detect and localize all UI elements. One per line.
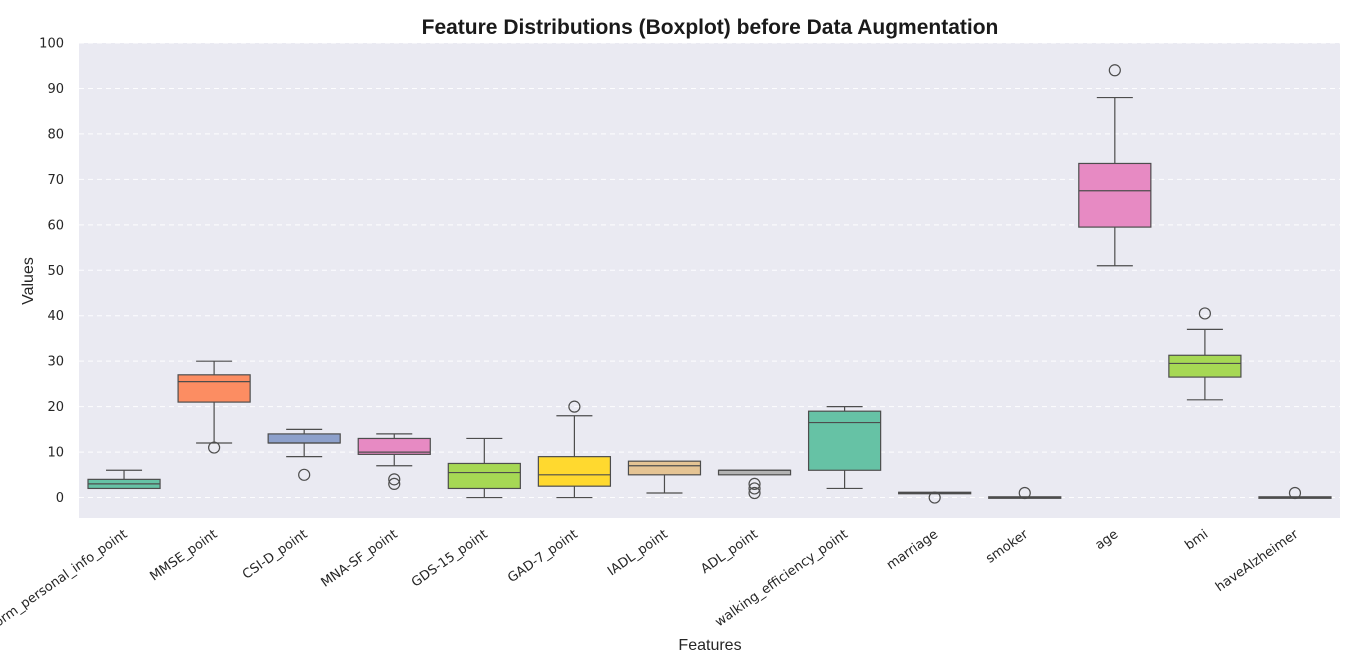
box-iqr bbox=[357, 437, 431, 455]
x-tick-label: marriage bbox=[884, 527, 941, 573]
box-IADL_point bbox=[627, 460, 702, 494]
plot-area bbox=[79, 43, 1340, 518]
box-ADL_point bbox=[717, 469, 792, 500]
box-iqr bbox=[537, 456, 612, 487]
outlier-point bbox=[748, 482, 761, 495]
box-bmi bbox=[1168, 307, 1242, 401]
outlier-point bbox=[1288, 486, 1302, 500]
x-tick-label: ADL_point bbox=[698, 527, 761, 577]
box-iqr bbox=[1078, 162, 1152, 228]
outlier-point bbox=[748, 477, 761, 491]
x-tick-label: haveAlzheimer bbox=[1213, 527, 1302, 595]
x-tick-label: smoker bbox=[983, 527, 1031, 567]
outlier-point bbox=[1108, 64, 1121, 77]
box-GDS-15_point bbox=[447, 437, 521, 499]
y-tick-label: 0 bbox=[56, 491, 64, 506]
box-smoker bbox=[988, 486, 1062, 500]
box-haveAlzheimer bbox=[1258, 486, 1332, 500]
x-axis-ticks: form_personal_info_point MMSE_point CSI-D_… bbox=[0, 527, 1302, 633]
outlier-point bbox=[208, 441, 221, 454]
y-tick-label: 30 bbox=[47, 355, 64, 370]
y-tick-label: 90 bbox=[47, 82, 64, 97]
y-tick-label: 10 bbox=[47, 446, 64, 461]
box-MNA-SF_point bbox=[357, 433, 431, 491]
outlier-point bbox=[1018, 486, 1031, 500]
box-marriage bbox=[898, 491, 972, 504]
outlier-point bbox=[388, 473, 401, 486]
x-tick-label: age bbox=[1093, 527, 1121, 553]
box-iqr bbox=[177, 374, 251, 403]
box-iqr bbox=[717, 469, 792, 476]
outlier-point bbox=[388, 477, 401, 491]
boxes bbox=[87, 64, 1332, 504]
y-tick-label: 50 bbox=[47, 264, 64, 279]
box-iqr bbox=[267, 433, 341, 444]
y-axis-label: Values bbox=[20, 257, 37, 305]
y-tick-label: 100 bbox=[39, 37, 64, 52]
outlier-point bbox=[568, 400, 581, 413]
grid-lines bbox=[79, 42, 1340, 499]
y-tick-label: 70 bbox=[47, 173, 64, 188]
outlier-point bbox=[748, 486, 761, 500]
x-tick-label: bmi bbox=[1182, 527, 1211, 553]
x-tick-label: GAD-7_point bbox=[505, 527, 580, 586]
outlier-point bbox=[928, 491, 941, 504]
x-tick-label: form_personal_info_point bbox=[0, 527, 130, 633]
chart-title: Feature Distributions (Boxplot) before D… bbox=[422, 16, 999, 39]
box-CSI-D_point bbox=[267, 428, 341, 481]
box-iqr bbox=[807, 410, 882, 471]
x-tick-label: CSI-D_point bbox=[240, 527, 310, 583]
box-form_personal_info_point bbox=[87, 469, 161, 490]
box-MMSE_point bbox=[177, 360, 251, 454]
box-age bbox=[1078, 64, 1152, 267]
box-iqr bbox=[1168, 354, 1242, 378]
x-tick-label: MNA-SF_point bbox=[319, 527, 401, 591]
outlier-point bbox=[298, 468, 311, 481]
x-axis-label: Features bbox=[678, 637, 741, 654]
x-tick-label: GDS-15_point bbox=[409, 527, 491, 590]
y-tick-label: 20 bbox=[47, 400, 64, 415]
x-tick-label: MMSE_point bbox=[147, 527, 220, 584]
x-tick-label: IADL_point bbox=[605, 527, 671, 579]
box-iqr bbox=[627, 460, 702, 476]
y-axis-ticks: 0 10 20 30 40 50 60 70 80 90 100 bbox=[39, 37, 64, 507]
box-GAD-7_point bbox=[537, 400, 612, 499]
outlier-point bbox=[1198, 307, 1211, 320]
box-walking_efficiency_point bbox=[807, 406, 882, 490]
box-iqr bbox=[447, 462, 521, 490]
y-tick-label: 80 bbox=[47, 127, 64, 142]
y-tick-label: 40 bbox=[47, 309, 64, 324]
y-tick-label: 60 bbox=[47, 218, 64, 233]
